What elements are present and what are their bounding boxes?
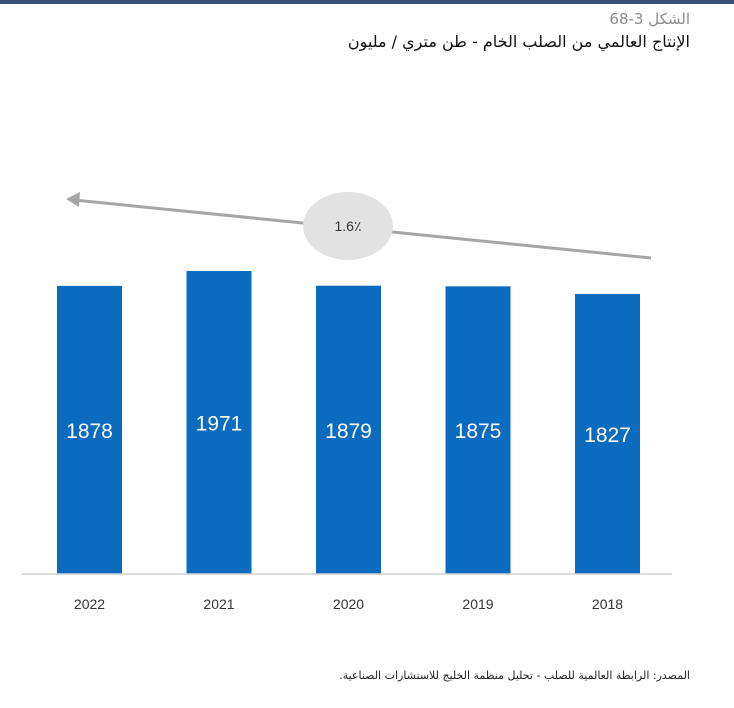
bar-2018 xyxy=(575,294,640,574)
x-tick-label: 2022 xyxy=(74,596,105,612)
bar-value-label: 1827 xyxy=(584,424,631,447)
top-border xyxy=(0,0,734,4)
bar-2021 xyxy=(186,271,252,574)
x-tick-label: 2021 xyxy=(203,596,234,612)
growth-bubble xyxy=(303,192,393,260)
trend-arrowhead xyxy=(66,192,80,207)
figure-number: الشكل 3-68 xyxy=(609,10,690,28)
bar-2019 xyxy=(445,286,511,574)
x-tick-label: 2019 xyxy=(462,596,493,612)
x-tick-label: 2018 xyxy=(592,596,623,612)
source-note: المصدر: الرابطة العالمية للصلب - تحليل م… xyxy=(339,669,690,682)
growth-label: 1.6٪ xyxy=(335,218,362,234)
bar-2020 xyxy=(316,285,381,574)
bar-2022 xyxy=(57,285,122,574)
bar-value-label: 1878 xyxy=(66,420,113,443)
bar-value-label: 1971 xyxy=(196,413,243,436)
x-tick-label: 2020 xyxy=(333,596,364,612)
figure-title: الإنتاج العالمي من الصلب الخام - طن متري… xyxy=(347,32,690,51)
bar-value-label: 1875 xyxy=(455,420,502,443)
bar-value-label: 1879 xyxy=(325,420,372,443)
